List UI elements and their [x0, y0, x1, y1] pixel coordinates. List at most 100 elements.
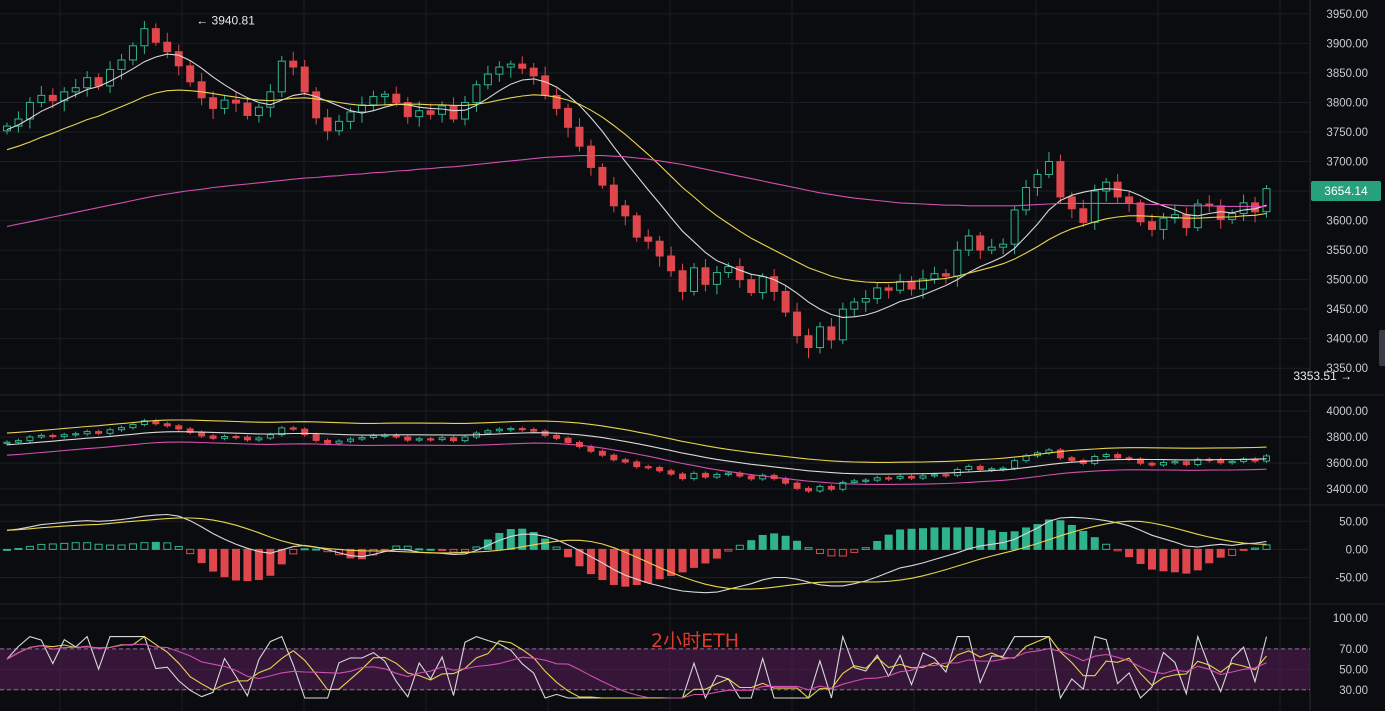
overview-candle	[553, 434, 561, 439]
candle-body	[472, 84, 481, 103]
overview-candle	[1011, 460, 1019, 469]
overview-candle	[930, 474, 938, 477]
macd-histogram-bar	[987, 530, 996, 550]
macd-histogram-bar	[1159, 548, 1168, 572]
candle-body	[861, 298, 870, 303]
overview-candle	[289, 427, 297, 430]
candle-body	[564, 107, 573, 128]
macd-histogram-bar	[106, 544, 115, 550]
candle-body	[827, 326, 836, 341]
rsi-band	[0, 648, 1310, 691]
candle-body	[850, 301, 859, 310]
macd-histogram-bar	[506, 529, 515, 550]
candle-body	[48, 94, 57, 102]
macd-histogram-bar	[541, 538, 550, 550]
candle-body	[254, 106, 263, 116]
macd-histogram-bar	[163, 542, 172, 550]
macd-histogram-bar	[254, 548, 263, 580]
overview-candle	[965, 465, 973, 471]
y-tick-label: 50.00	[1339, 516, 1368, 528]
candle-body	[964, 235, 973, 251]
candle-body	[83, 77, 92, 89]
candle-body	[1239, 202, 1248, 214]
candle-body	[724, 266, 733, 274]
candle-body	[392, 93, 401, 103]
candle-body	[541, 75, 550, 96]
overview-candle	[266, 434, 274, 439]
candle-body	[232, 99, 240, 104]
y-tick-label: 100.00	[1333, 613, 1368, 625]
macd-histogram-bar	[140, 542, 149, 550]
overview-candle	[335, 440, 343, 444]
candle-body	[37, 94, 46, 103]
candle-body	[186, 65, 195, 83]
y-tick-label: 3750.00	[1326, 127, 1368, 139]
overview-candle	[759, 474, 767, 480]
overview-candle	[415, 438, 423, 441]
candle-body	[449, 105, 458, 120]
overview-candle	[507, 428, 515, 431]
candle-body	[1182, 214, 1191, 229]
overview-candle	[1102, 454, 1110, 457]
candle-body	[884, 287, 893, 291]
macd-histogram-bar	[873, 540, 882, 550]
overview-candle	[885, 477, 893, 480]
macd-histogram-bar	[815, 548, 824, 554]
macd-histogram-bar	[1239, 548, 1248, 551]
annotations: ← 3940.81 3353.51 →	[196, 13, 1352, 383]
macd-histogram-bar	[655, 548, 664, 580]
candle-body	[426, 110, 435, 115]
macd-histogram-bar	[1125, 548, 1134, 558]
overview-candle	[278, 427, 286, 436]
macd-histogram-bar	[403, 545, 412, 550]
overview-candle	[140, 420, 148, 426]
candle-body	[758, 276, 767, 294]
macd-histogram-bar	[712, 548, 721, 559]
candle-body	[987, 246, 996, 251]
macd-histogram-bar	[667, 548, 676, 576]
rsi-panel	[6, 634, 1268, 700]
macd-histogram-bar	[197, 548, 206, 564]
macd-histogram-bar	[644, 548, 653, 583]
macd-histogram-bar	[529, 531, 538, 550]
candle-body	[793, 311, 802, 337]
side-panel-handle[interactable]	[1379, 330, 1385, 366]
macd-histogram-bar	[220, 548, 229, 578]
overview-candle	[530, 428, 538, 432]
overview-candle	[908, 475, 916, 479]
overview-middle-band	[6, 431, 1267, 475]
y-tick-label: 3450.00	[1326, 304, 1368, 316]
macd-dif-line	[6, 513, 1267, 594]
overview-candle	[49, 434, 57, 438]
y-tick-label: 3500.00	[1326, 275, 1368, 287]
overview-candle	[805, 487, 812, 492]
watermark-label: 2小时ETH	[651, 630, 739, 652]
candle-body	[953, 249, 962, 277]
overview-candle	[175, 425, 183, 430]
overview-candle	[118, 427, 125, 431]
macd-histogram-bar	[186, 548, 195, 555]
overview-lower-band	[6, 441, 1267, 485]
macd-histogram-bar	[312, 548, 321, 551]
candle-body	[919, 278, 927, 290]
macd-histogram-bar	[357, 548, 366, 560]
candle-body	[770, 276, 779, 292]
candle-body	[438, 105, 447, 115]
macd-histogram-bar	[369, 548, 378, 556]
candle-body	[506, 63, 515, 68]
macd-histogram-bar	[1216, 548, 1225, 558]
macd-histogram-bar	[1090, 537, 1099, 550]
candle-body	[575, 126, 584, 147]
overview-candle	[232, 435, 240, 439]
overview-candle	[404, 436, 412, 441]
candle-body	[598, 166, 607, 186]
macd-histogram-bar	[1136, 548, 1145, 564]
y-tick-label: 70.00	[1339, 644, 1368, 656]
overview-candle	[198, 431, 206, 437]
candle-body	[1136, 202, 1145, 223]
overview-candle	[427, 438, 435, 441]
macd-histogram-bar	[1067, 524, 1076, 550]
candle-body	[941, 273, 950, 277]
ma-fast-line	[6, 53, 1267, 318]
